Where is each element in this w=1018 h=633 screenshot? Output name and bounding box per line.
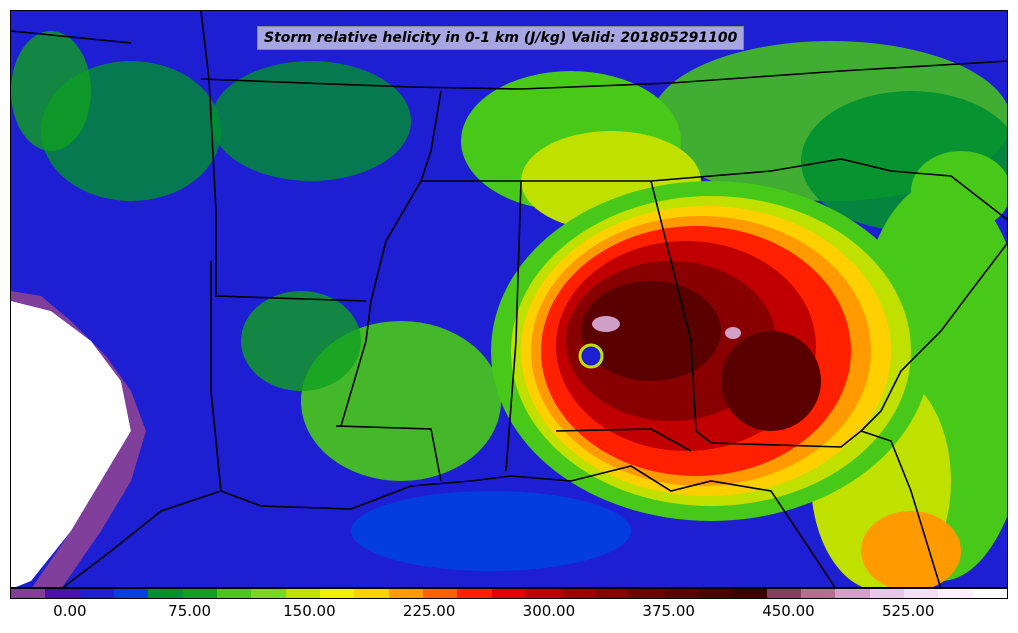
colorbar-segment: [766, 589, 801, 598]
colorbar-tick-label: 75.00: [168, 602, 212, 620]
colorbar-segment: [11, 589, 46, 598]
colorbar-segment: [45, 589, 80, 598]
colorbar-segment: [217, 589, 252, 598]
colorbar-tick-label: 300.00: [522, 602, 576, 620]
colorbar-segment: [79, 589, 115, 598]
map-title: Storm relative helicity in 0-1 km (J/kg)…: [264, 30, 738, 46]
colorbar-segment: [663, 589, 698, 598]
colorbar-segment: [526, 589, 561, 598]
colorbar-tick-label: 375.00: [642, 602, 695, 620]
colorbar-segment: [320, 589, 355, 598]
map-canvas: [11, 11, 1007, 587]
colorbar-segment: [869, 589, 904, 598]
colorbar-segment: [148, 589, 183, 598]
colorbar-segment: [423, 589, 458, 598]
colorbar-segment: [903, 589, 939, 598]
colorbar-segment: [182, 589, 218, 598]
colorbar-segment: [594, 589, 630, 598]
colorbar-segment: [972, 589, 1007, 598]
colorbar-segment: [560, 589, 595, 598]
colorbar-tick-label: 225.00: [402, 602, 456, 620]
no-data-area-west: [11, 301, 131, 587]
title-box: Storm relative helicity in 0-1 km (J/kg)…: [257, 26, 745, 50]
colorbar-segment: [114, 589, 149, 598]
helicity-map: Storm relative helicity in 0-1 km (J/kg)…: [10, 10, 1008, 588]
colorbar-tick-label: 450.00: [762, 602, 815, 620]
colorbar-tick-label: 0.00: [53, 602, 87, 620]
colorbar: [10, 588, 1008, 599]
colorbar-tick-label: 525.00: [881, 602, 935, 620]
colorbar-labels: 0.00 75.00 150.00 225.00 300.00 375.00 450.00 5…: [10, 602, 1008, 624]
colorbar-segment: [457, 589, 492, 598]
colorbar-segment: [491, 589, 527, 598]
colorbar-segment: [354, 589, 389, 598]
colorbar-segment: [835, 589, 870, 598]
colorbar-segment: [285, 589, 321, 598]
colorbar-segment: [732, 589, 767, 598]
colorbar-segment: [800, 589, 836, 598]
colorbar-segment: [697, 589, 733, 598]
colorbar-segment: [629, 589, 664, 598]
colorbar-segment: [251, 589, 286, 598]
state-boundaries: [11, 11, 1007, 587]
colorbar-segment: [388, 589, 424, 598]
colorbar-tick-label: 150.00: [283, 602, 336, 620]
purple-band-west: [11, 291, 146, 587]
colorbar-segment: [938, 589, 973, 598]
